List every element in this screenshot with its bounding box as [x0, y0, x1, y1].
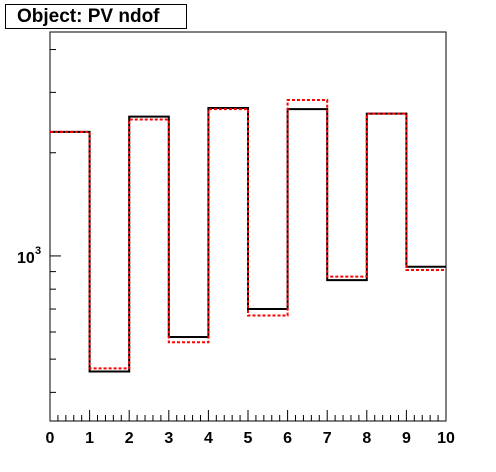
histogram-series — [50, 99, 446, 373]
x-tick-label: 3 — [164, 430, 173, 447]
chart-title: Object: PV ndof — [5, 4, 187, 29]
x-tick-label: 8 — [362, 430, 371, 447]
series-dashed-line — [50, 99, 446, 370]
y-tick-label-base: 10 — [17, 250, 35, 267]
x-tick-label: 4 — [204, 430, 213, 447]
x-tick-label: 1 — [85, 430, 94, 447]
x-axis-labels: 0 1 2 3 4 5 6 7 8 9 10 — [46, 430, 455, 447]
y-axis-ticks — [50, 49, 61, 393]
x-tick-label: 6 — [283, 430, 292, 447]
x-axis-ticks — [49, 410, 447, 421]
x-tick-label: 9 — [402, 430, 411, 447]
x-tick-label: 7 — [323, 430, 332, 447]
x-tick-label: 10 — [437, 430, 455, 447]
x-tick-label: 2 — [125, 430, 134, 447]
x-tick-label: 5 — [244, 430, 253, 447]
x-tick-label: 0 — [46, 430, 55, 447]
y-tick-label-exponent: 3 — [35, 245, 41, 257]
y-axis-labels: 10 3 — [17, 245, 41, 267]
